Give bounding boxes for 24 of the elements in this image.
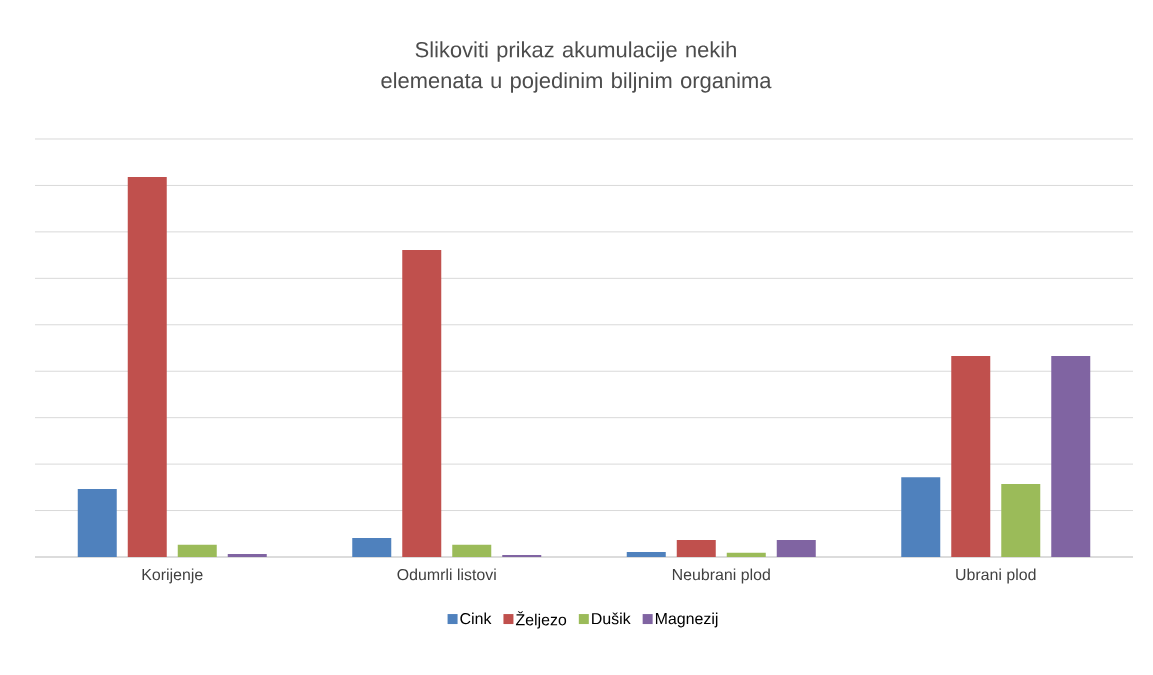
bar <box>77 488 117 557</box>
x-tick-label: Ubrani plod <box>956 568 1036 584</box>
legend-label: Dušik <box>592 612 631 625</box>
bar <box>626 552 666 557</box>
bar <box>951 355 991 557</box>
bar <box>452 544 492 557</box>
bar <box>1001 484 1041 557</box>
legend-label: Željezo <box>515 611 567 629</box>
bar <box>776 539 816 557</box>
legend-label: Magnezij <box>655 612 718 628</box>
x-tick-label: Korijenje <box>142 568 203 584</box>
legend-label: Cink <box>460 612 492 625</box>
bar <box>726 552 766 557</box>
chart-title: Slikoviti prikaz akumulacije nekih elemenata u pojedinim biljnim organima <box>381 41 772 93</box>
bar <box>352 538 392 557</box>
x-tick-label: Odumrli listovi <box>397 568 496 581</box>
bar <box>402 249 442 557</box>
bar <box>227 553 267 557</box>
bar <box>1051 355 1091 557</box>
bar <box>127 177 167 557</box>
x-tick-label: Neubrani plod <box>672 568 770 584</box>
bar <box>901 477 941 557</box>
bar <box>676 539 716 557</box>
bar <box>177 544 217 557</box>
